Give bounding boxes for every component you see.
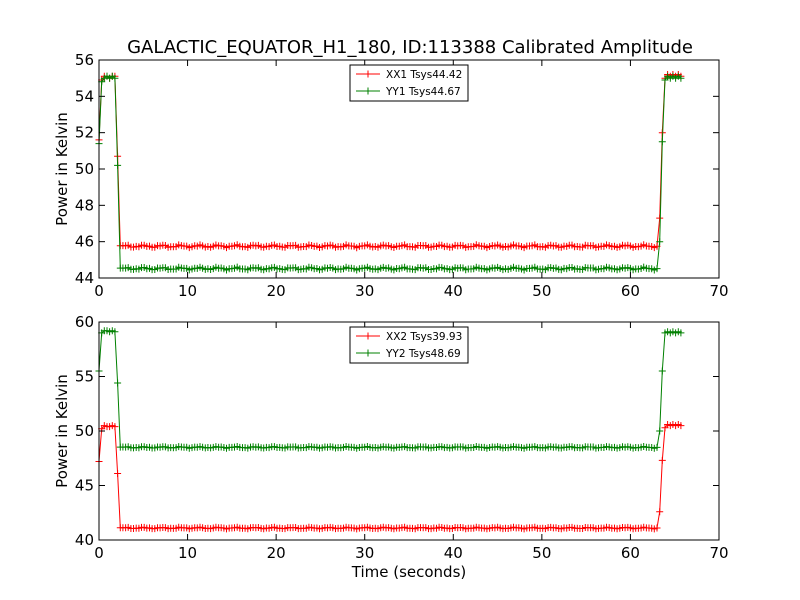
legend-entry: YY1 Tsys44.67 [356, 86, 461, 98]
y-tick-label: 54 [75, 87, 94, 105]
legend-label: XX2 Tsys39.93 [386, 331, 462, 343]
data-point [661, 76, 669, 84]
legend: XX2 Tsys39.93 YY2 Tsys48.69 [349, 326, 469, 364]
y-tick-label: 44 [75, 269, 94, 287]
x-tick-label: 0 [94, 282, 104, 300]
axes-frame [98, 59, 720, 279]
series-1 [95, 72, 685, 274]
legend-entry: XX1 Tsys44.42 [356, 69, 462, 81]
data-point [656, 427, 664, 435]
x-axis-label: Time (seconds) [351, 563, 467, 581]
data-point [111, 423, 119, 431]
x-tick-label: 40 [444, 282, 463, 300]
data-point [114, 161, 122, 169]
data-point [658, 138, 666, 146]
data-point [111, 328, 119, 336]
x-tick-label: 10 [178, 282, 197, 300]
x-tick-label: 20 [267, 544, 286, 562]
y-tick-label: 60 [75, 313, 94, 331]
y-tick-label: 50 [75, 422, 94, 440]
y-tick-label: 40 [75, 531, 94, 549]
data-point [658, 456, 666, 464]
y-tick-label: 46 [75, 233, 94, 251]
bottom-plot-panel: 0 10 20 30 40 50 60 70 40 45 50 55 60 Power in Kelvin… [53, 313, 729, 581]
data-point [114, 379, 122, 387]
y-tick-label: 48 [75, 196, 94, 214]
legend-marker [364, 349, 372, 357]
series-0 [95, 421, 685, 533]
data-point [653, 443, 661, 451]
data-point [677, 329, 685, 337]
axes-frame [98, 321, 720, 541]
x-tick-label: 50 [532, 282, 551, 300]
y-axis-label: Power in Kelvin [53, 112, 71, 226]
data-point [653, 524, 661, 532]
x-tick-label: 30 [355, 282, 374, 300]
x-tick-label: 50 [532, 544, 551, 562]
y-tick-label: 55 [75, 368, 94, 386]
data-point [658, 367, 666, 375]
legend-box [349, 326, 469, 364]
legend-marker [364, 87, 372, 95]
y-tick-label: 50 [75, 160, 94, 178]
y-tick-label: 56 [75, 51, 94, 69]
data-point [677, 422, 685, 430]
legend-label: XX1 Tsys44.42 [386, 69, 462, 81]
x-tick-label: 60 [621, 282, 640, 300]
legend-marker [364, 70, 372, 78]
legend-label: YY1 Tsys44.67 [385, 86, 461, 98]
data-point [656, 238, 664, 246]
x-tick-label: 60 [621, 544, 640, 562]
x-tick-label: 30 [355, 544, 374, 562]
x-tick-label: 0 [94, 544, 104, 562]
legend-box [349, 64, 469, 102]
x-tick-label: 70 [709, 282, 728, 300]
y-tick-label: 45 [75, 477, 94, 495]
x-tick-label: 40 [444, 544, 463, 562]
data-point [677, 74, 685, 82]
y-tick-label: 52 [75, 124, 94, 142]
legend-entry: YY2 Tsys48.69 [356, 348, 461, 360]
legend-label: YY2 Tsys48.69 [385, 348, 461, 360]
data-point [653, 265, 661, 273]
legend: XX1 Tsys44.42 YY1 Tsys44.67 [349, 64, 469, 102]
chart-title: GALACTIC_EQUATOR_H1_180, ID:113388 Calib… [127, 37, 693, 58]
data-point [656, 214, 664, 222]
data-point [656, 508, 664, 516]
top-plot-panel: 0 10 20 30 40 50 60 70 44 46 48 50 52 54 56 Power in Ke… [53, 51, 729, 300]
x-tick-label: 10 [178, 544, 197, 562]
legend-marker [364, 332, 372, 340]
data-point [114, 470, 122, 477]
series-1 [95, 327, 685, 452]
x-tick-label: 20 [267, 282, 286, 300]
y-axis-label: Power in Kelvin [53, 374, 71, 488]
data-point [111, 74, 119, 82]
legend-entry: XX2 Tsys39.93 [356, 331, 462, 343]
x-tick-label: 70 [709, 544, 728, 562]
